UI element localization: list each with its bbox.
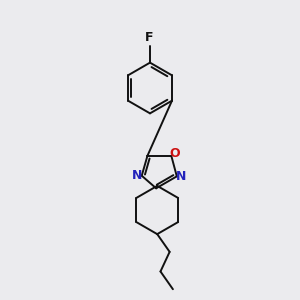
Text: F: F [145, 32, 153, 44]
Text: N: N [176, 170, 186, 183]
Text: O: O [170, 147, 180, 160]
Text: N: N [132, 169, 142, 182]
